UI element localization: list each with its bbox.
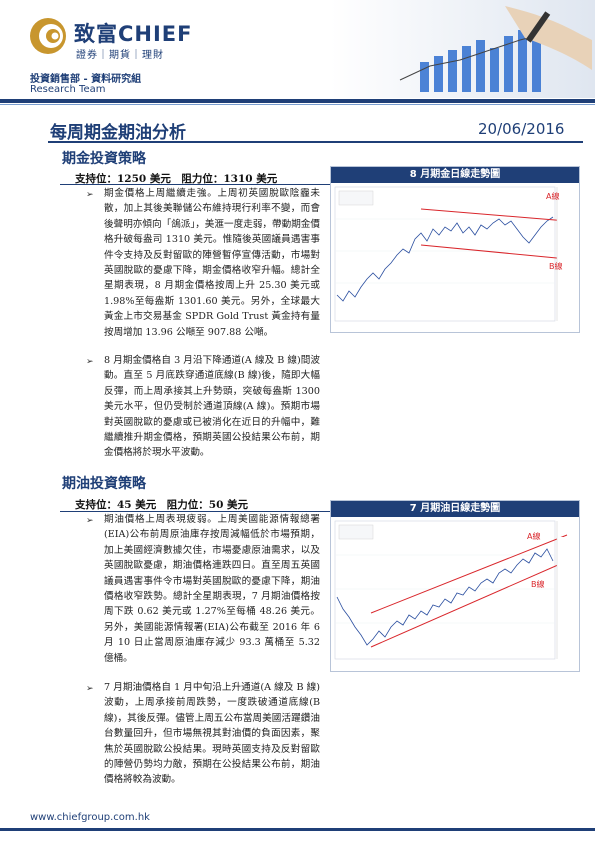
title-underline (48, 141, 583, 143)
logo-emblem-icon (30, 18, 66, 54)
gold-section-heading: 期金投資策略 (62, 151, 146, 167)
oil-channel-line-b (370, 560, 568, 648)
team-label: Research Team (30, 84, 106, 95)
brand-name: 致富CHIEF (74, 22, 193, 46)
bullet-arrow-icon: ➢ (86, 684, 94, 694)
gold-line-b-label: B線 (549, 262, 563, 271)
gold-line-a-label: A線 (546, 192, 560, 201)
gold-channel-line-b (420, 244, 568, 260)
gold-chart-legend (338, 190, 374, 206)
header-divider-thin (0, 104, 595, 105)
oil-support-underline (60, 511, 330, 512)
gold-paragraph-2: 8 月期金價格自 3 月沿下降通道(A 線及 B 線)間波動。直至 5 月底跌穿… (104, 355, 320, 459)
oil-chart-panel: 7 月期油日線走勢圖 A線 B線 (330, 500, 580, 672)
report-date: 20/06/2016 (478, 120, 565, 138)
gold-price-line (336, 216, 554, 302)
gold-support-resistance: 支持位：1250 美元 阻力位：1310 美元 (75, 173, 278, 185)
oil-price-line (336, 548, 554, 646)
gold-chart-panel: 8 月期金日線走勢圖 A線 B線 (330, 166, 580, 333)
company-logo: 致富CHIEF 證券｜期貨｜理財 (28, 16, 228, 61)
footer-website-link[interactable]: www.chiefgroup.com.hk (30, 812, 150, 823)
oil-paragraph-1: 期油價格上周表現疲弱。上周美國能源情報總署(EIA)公布前周原油庫存按周減幅低於… (104, 514, 320, 664)
brand-tagline: 證券｜期貨｜理財 (76, 50, 164, 61)
footer-divider (0, 828, 595, 831)
gold-channel-line-a (420, 208, 568, 222)
bullet-arrow-icon: ➢ (86, 190, 94, 200)
oil-chart-title: 7 月期油日線走勢圖 (331, 501, 579, 517)
bullet-arrow-icon: ➢ (86, 516, 94, 526)
gold-support-underline (60, 184, 330, 185)
oil-price-chart (334, 520, 573, 660)
oil-paragraph-2: 7 月期油價格自 1 月中旬沿上升通道(A 線及 B 線)波動，上周承接前周跌勢… (104, 682, 320, 786)
oil-chart-legend (338, 524, 374, 540)
gold-price-chart (334, 186, 573, 322)
oil-section-heading: 期油投資策略 (62, 476, 146, 492)
oil-line-b-label: B線 (531, 580, 545, 589)
department-label: 投資銷售部 - 資料研究組 (30, 74, 142, 85)
oil-channel-line-a (370, 534, 568, 614)
oil-line-a-label: A線 (527, 532, 541, 541)
header-decorative-chart-graphic (330, 0, 595, 98)
gold-paragraph-1: 期金價格上周繼續走強。上周初英國脫歐陰霾未散，加上其後美聯儲公布維持現行利率不變… (104, 188, 320, 338)
report-title: 每周期金期油分析 (50, 123, 186, 143)
bullet-arrow-icon: ➢ (86, 357, 94, 367)
oil-support-resistance: 支持位：45 美元 阻力位：50 美元 (75, 499, 249, 511)
header-divider (0, 99, 595, 103)
gold-chart-title: 8 月期金日線走勢圖 (331, 167, 579, 183)
